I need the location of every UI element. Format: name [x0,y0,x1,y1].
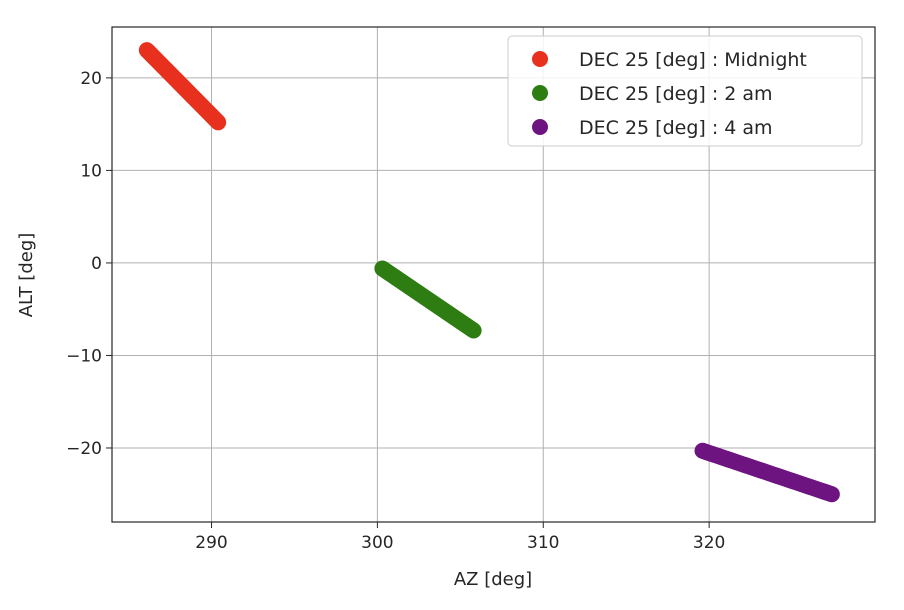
x-axis-label: AZ [deg] [454,569,532,590]
legend-label: DEC 25 [deg] : 2 am [579,83,773,105]
legend-marker [532,119,548,135]
x-tick-label: 310 [527,533,559,553]
data-points [138,42,840,503]
plot-frame [111,26,876,523]
data-point [823,486,840,503]
y-tick-label: 0 [91,254,102,274]
y-tick-label: −20 [66,439,102,459]
y-tick-label: −10 [66,346,102,366]
y-tick-label: 10 [80,161,102,181]
x-tick-label: 300 [361,533,393,553]
series-points [374,260,482,339]
x-tick-label: 320 [693,533,725,553]
series-points [694,442,840,503]
legend-marker [532,51,548,67]
axis-ticks: 290 300 310 320 20 10 0 −10 −20 [66,69,725,553]
y-axis-label: ALT [deg] [16,233,37,318]
legend-box [507,35,863,147]
legend-label: DEC 25 [deg] : 4 am [579,117,773,139]
x-tick-label: 290 [195,533,227,553]
legend: DEC 25 [deg] : Midnight DEC 25 [deg] : 2 … [507,35,863,147]
data-point [210,114,227,131]
series-points [138,42,227,131]
legend-marker [532,85,548,101]
y-tick-label: 20 [80,69,102,89]
data-point [465,322,482,339]
legend-label: DEC 25 [deg] : Midnight [579,49,807,71]
